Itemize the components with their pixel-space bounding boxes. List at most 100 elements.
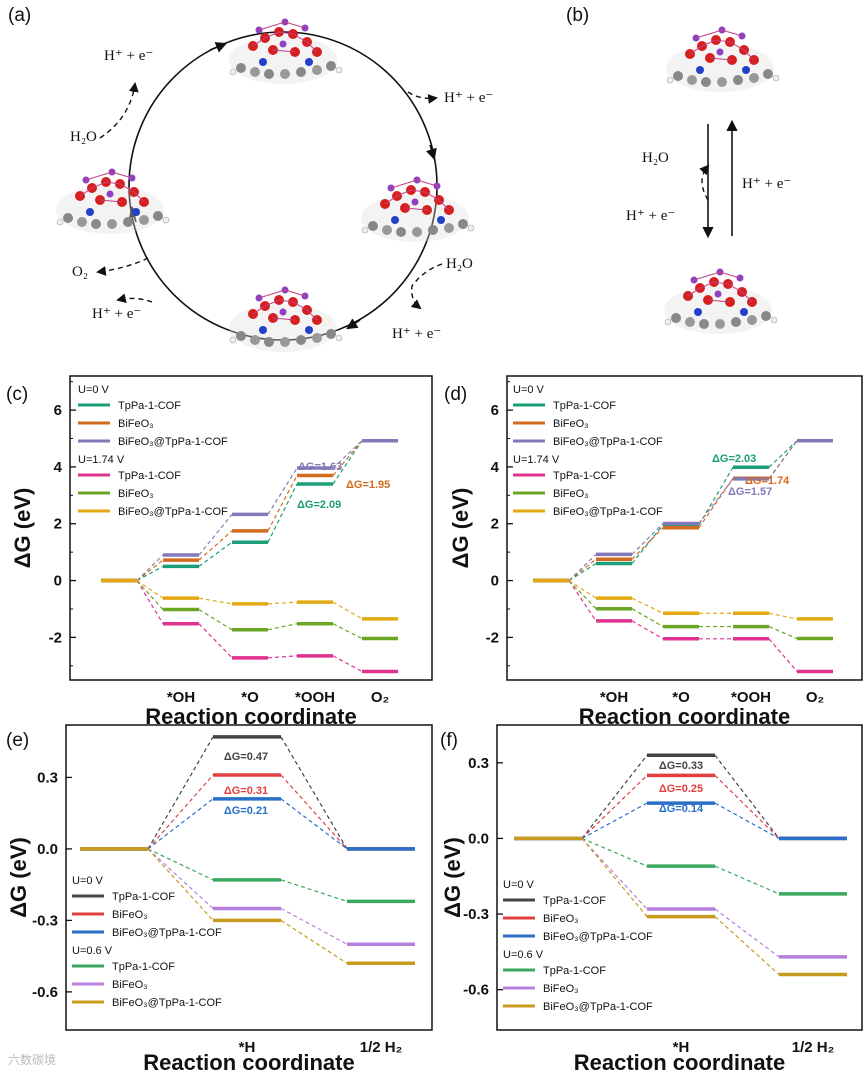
legend-item-f: TpPa-1-COF xyxy=(543,895,606,907)
connector-f-s1-2 xyxy=(714,774,780,839)
legend-item-c: TpPa-1-COF xyxy=(118,400,181,412)
label-o2-left: O₂ xyxy=(72,264,88,280)
legend-header-e: U=0.6 V xyxy=(72,945,113,957)
label-h-e-bottom-left: H⁺ + e⁻ xyxy=(92,306,141,322)
panel-label-d: (d) xyxy=(444,384,467,405)
legend-item-e: BiFeO₃@TpPa-1-COF xyxy=(112,927,222,939)
connector-c-s3-4 xyxy=(332,655,363,673)
connector-c-s5-1 xyxy=(136,580,164,599)
connector-c-s4-2 xyxy=(198,609,233,631)
y-tick-label-d: -2 xyxy=(486,629,499,646)
connector-f-s0-2 xyxy=(714,754,780,839)
legend-item-f: BiFeO₃ xyxy=(543,983,579,995)
x-category-label-c: *O xyxy=(241,689,259,706)
legend-item-c: BiFeO₃@TpPa-1-COF xyxy=(118,506,228,518)
x-category-label-e: *H xyxy=(239,1039,256,1056)
connector-f-s4-1 xyxy=(581,838,648,910)
label-h-e-bottom-right: H⁺ + e⁻ xyxy=(392,326,441,342)
x-category-label-f: *H xyxy=(673,1039,690,1056)
x-axis-title-f: Reaction coordinate xyxy=(574,1050,785,1075)
x-category-label-e: 1/2 H₂ xyxy=(360,1039,403,1056)
y-axis-title-d: ΔG (eV) xyxy=(448,488,473,569)
arrow-h-top-right xyxy=(407,91,438,104)
structure-b-bottom xyxy=(663,268,778,335)
legend-item-d: BiFeO₃ xyxy=(553,488,589,500)
delta-g-annotation-e: ΔG=0.47 xyxy=(224,751,268,763)
connector-d-s1-1 xyxy=(568,558,597,582)
label-h2o-left: H₂O xyxy=(70,129,97,145)
legend-item-d: TpPa-1-COF xyxy=(553,400,616,412)
connector-e-s0-2 xyxy=(280,736,348,850)
connector-d-s2-2 xyxy=(631,523,664,555)
connector-c-s1-1 xyxy=(136,559,164,582)
connector-f-s2-2 xyxy=(714,802,780,839)
delta-g-annotation-d: ΔG=2.03 xyxy=(712,453,756,465)
delta-g-annotation-d: ΔG=1.74 xyxy=(745,475,790,487)
panel-label-c: (c) xyxy=(6,384,28,405)
connector-c-s2-2 xyxy=(198,513,233,556)
legend-item-e: BiFeO₃@TpPa-1-COF xyxy=(112,997,222,1009)
connector-f-s0-1 xyxy=(581,754,648,839)
x-category-label-c: O₂ xyxy=(371,689,389,706)
connector-e-s4-2 xyxy=(280,907,348,945)
legend-item-c: BiFeO₃ xyxy=(118,488,154,500)
connector-c-s0-4 xyxy=(332,440,363,485)
label-h2o-right: H₂O xyxy=(446,256,473,272)
connector-f-s3-1 xyxy=(581,837,648,867)
connector-d-s5-2 xyxy=(631,597,664,614)
connector-d-s4-4 xyxy=(768,626,798,640)
connector-f-s5-2 xyxy=(714,916,780,975)
x-category-label-d: *OH xyxy=(600,689,628,706)
legend-header-e: U=0 V xyxy=(72,875,104,887)
connector-c-s2-3 xyxy=(267,467,298,515)
delta-g-annotation-f: ΔG=0.25 xyxy=(659,783,703,795)
arrow-b-h2o xyxy=(699,164,710,201)
connector-f-s4-2 xyxy=(714,908,780,958)
connector-c-s2-1 xyxy=(136,554,164,581)
connector-c-s5-2 xyxy=(198,597,233,605)
connector-f-s1-1 xyxy=(581,774,648,839)
connector-e-s5-1 xyxy=(147,848,214,921)
scheme-a: (a) H⁺ + e⁻ H₂O H⁺ + e⁻ H₂O H⁺ + e⁻ O₂ H… xyxy=(8,5,493,353)
y-tick-label-c: 6 xyxy=(54,402,62,419)
connector-c-s1-2 xyxy=(198,530,233,561)
plot-frame-d xyxy=(506,375,863,681)
label-h-e-top-right: H⁺ + e⁻ xyxy=(444,90,493,106)
connector-d-s4-1 xyxy=(568,580,597,610)
connector-e-s5-2 xyxy=(280,919,348,964)
legend-item-c: TpPa-1-COF xyxy=(118,470,181,482)
connector-c-s5-3 xyxy=(267,601,298,605)
legend-item-d: BiFeO₃@TpPa-1-COF xyxy=(553,506,663,518)
connector-e-s2-1 xyxy=(147,798,214,850)
legend-item-c: BiFeO₃ xyxy=(118,418,154,430)
legend-item-e: TpPa-1-COF xyxy=(112,891,175,903)
legend-header-c: U=0 V xyxy=(78,384,110,396)
structure-top xyxy=(228,18,343,85)
y-tick-label-f: -0.3 xyxy=(463,906,489,923)
connector-c-s0-3 xyxy=(267,483,298,543)
connector-f-s2-1 xyxy=(581,802,648,839)
legend-item-d: BiFeO₃@TpPa-1-COF xyxy=(553,436,663,448)
y-tick-label-f: 0.3 xyxy=(468,755,489,772)
connector-d-s3-4 xyxy=(768,638,798,672)
y-axis-title-e: ΔG (eV) xyxy=(6,837,31,918)
legend-header-d: U=0 V xyxy=(513,384,545,396)
connector-d-s2-4 xyxy=(768,440,798,480)
y-tick-label-f: 0.0 xyxy=(468,830,489,847)
y-axis-title-f: ΔG (eV) xyxy=(440,837,465,918)
legend-item-e: BiFeO₃ xyxy=(112,909,148,921)
legend-item-e: BiFeO₃ xyxy=(112,979,148,991)
connector-c-s1-3 xyxy=(267,475,298,532)
structure-b-top xyxy=(665,26,780,93)
connector-e-s0-1 xyxy=(147,736,214,850)
plot-frame-e xyxy=(65,724,433,1031)
legend-item-d: TpPa-1-COF xyxy=(553,470,616,482)
arrow-o2 xyxy=(96,257,149,276)
panel-label-b: (b) xyxy=(566,5,589,26)
x-category-label-d: *O xyxy=(672,689,690,706)
connector-d-s2-3 xyxy=(698,478,734,524)
legend-item-f: BiFeO₃ xyxy=(543,913,579,925)
